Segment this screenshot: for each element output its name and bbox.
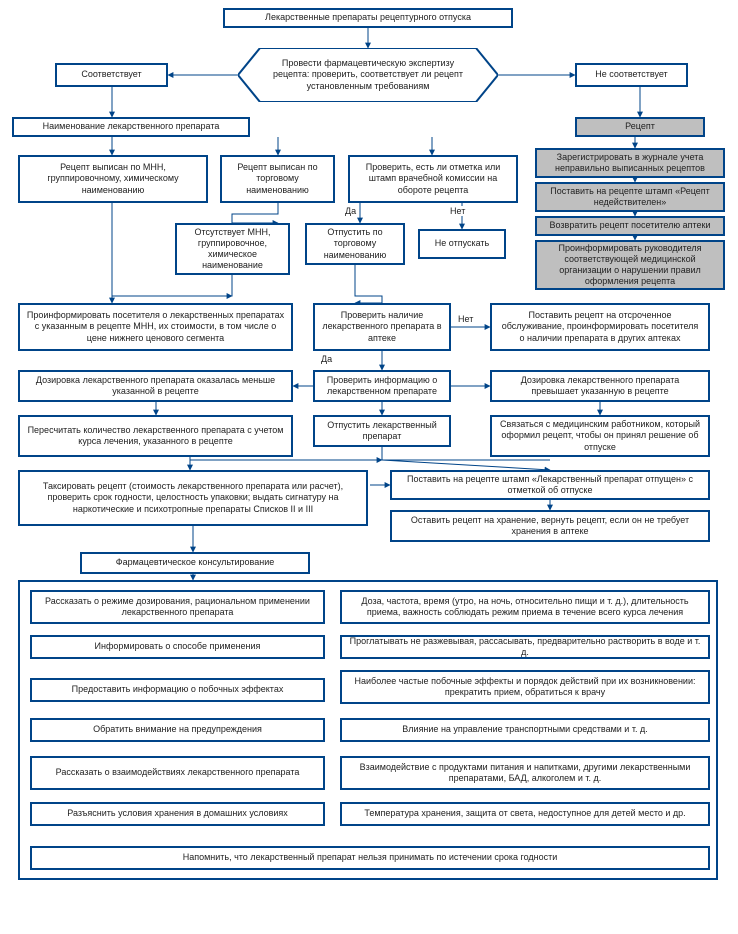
node-n40: Температура хранения, защита от света, н… (340, 802, 710, 826)
node-n22: Пересчитать количество лекарственного пр… (18, 415, 293, 457)
node-n30: Доза, частота, время (утро, на ночь, отн… (340, 590, 710, 624)
node-n6: Рецепт выписан по МНН, группировочному, … (18, 155, 208, 203)
edge-label-net2: Нет (458, 314, 473, 324)
node-n4: Наименование лекарственного препарата (12, 117, 250, 137)
node-n29: Рассказать о режиме дозирования, рациона… (30, 590, 325, 624)
node-n11: Возвратить рецепт посетителю аптеки (535, 216, 725, 236)
node-n5: Рецепт (575, 117, 705, 137)
node-n7: Рецепт выписан по торговому наименованию (220, 155, 335, 203)
node-n8: Проверить, есть ли отметка или штамп вра… (348, 155, 518, 203)
node-n36: Влияние на управление транспортными сред… (340, 718, 710, 742)
node-n1: Лекарственные препараты рецептурного отп… (223, 8, 513, 28)
decision-text: Провести фармацевтическую экспертизу рец… (238, 48, 498, 102)
node-n21: Дозировка лекарственного препарата превы… (490, 370, 710, 402)
node-n18: Поставить рецепт на отсроченное обслужив… (490, 303, 710, 351)
decision-d1: Провести фармацевтическую экспертизу рец… (238, 48, 498, 102)
node-n33: Предоставить информацию о побочных эффек… (30, 678, 325, 702)
edge-label-da2: Да (321, 354, 332, 364)
node-n12: Проинформировать руководителя соответств… (535, 240, 725, 290)
node-n32: Проглатывать не разжевывая, рассасывать,… (340, 635, 710, 659)
node-n26: Поставить на рецепте штамп «Лекарственны… (390, 470, 710, 500)
node-n38: Взаимодействие с продуктами питания и на… (340, 756, 710, 790)
node-n31: Информировать о способе применения (30, 635, 325, 659)
node-n27: Оставить рецепт на хранение, вернуть рец… (390, 510, 710, 542)
node-n25: Таксировать рецепт (стоимость лекарствен… (18, 470, 368, 526)
node-n23: Отпустить лекарственный препарат (313, 415, 451, 447)
node-n13: Отсутствует МНН, группировочное, химичес… (175, 223, 290, 275)
node-n9: Зарегистрировать в журнале учета неправи… (535, 148, 725, 178)
node-n20: Проверить информацию о лекарственном пре… (313, 370, 451, 402)
node-n10: Поставить на рецепте штамп «Рецепт недей… (535, 182, 725, 212)
node-n2: Соответствует (55, 63, 168, 87)
node-n17: Проверить наличие лекарственного препара… (313, 303, 451, 351)
edge-label-net1: Нет (450, 206, 465, 216)
node-n34: Наиболее частые побочные эффекты и поряд… (340, 670, 710, 704)
edge-label-da1: Да (345, 206, 356, 216)
node-n24: Связаться с медицинским работником, кото… (490, 415, 710, 457)
node-n41: Напомнить, что лекарственный препарат не… (30, 846, 710, 870)
node-n14: Отпустить по торговому наименованию (305, 223, 405, 265)
node-n3: Не соответствует (575, 63, 688, 87)
node-n15: Не отпускать (418, 229, 506, 259)
node-n28: Фармацевтическое консультирование (80, 552, 310, 574)
node-n37: Рассказать о взаимодействиях лекарственн… (30, 756, 325, 790)
node-n35: Обратить внимание на предупреждения (30, 718, 325, 742)
node-n19: Дозировка лекарственного препарата оказа… (18, 370, 293, 402)
node-n16: Проинформировать посетителя о лекарствен… (18, 303, 293, 351)
node-n39: Разъяснить условия хранения в домашних у… (30, 802, 325, 826)
